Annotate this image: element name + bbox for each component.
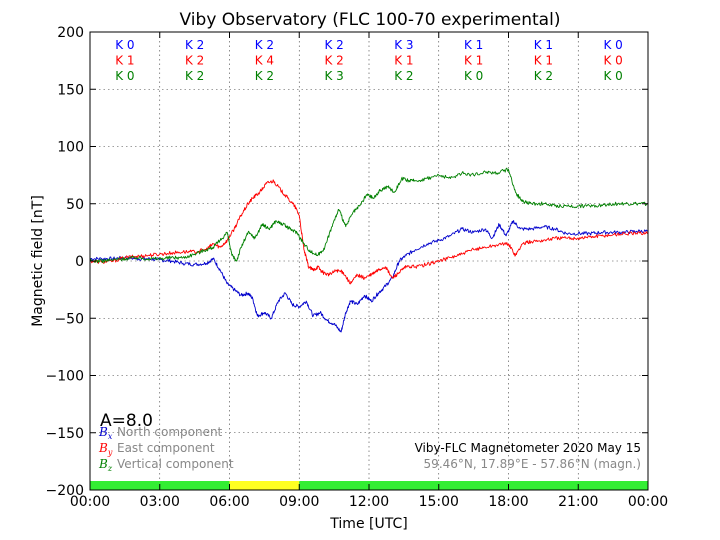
instrument-label: Viby-FLC Magnetometer 2020 May 15 bbox=[415, 441, 641, 455]
x-tick-label: 12:00 bbox=[349, 494, 389, 510]
k-index-label: K 2 bbox=[185, 54, 204, 68]
k-index-label: K 2 bbox=[324, 54, 343, 68]
k-index-label: K 0 bbox=[603, 38, 622, 52]
y-tick-label: 0 bbox=[75, 254, 84, 270]
k-index-label: K 0 bbox=[464, 69, 483, 83]
k-index-label: K 2 bbox=[255, 69, 274, 83]
k-index-label: K 1 bbox=[534, 38, 553, 52]
series-lines bbox=[89, 167, 649, 333]
location-label: 59.46°N, 17.89°E - 57.86°N (magn.) bbox=[424, 457, 641, 471]
x-tick-label: 00:00 bbox=[628, 494, 668, 510]
k-index-label: K 0 bbox=[603, 69, 622, 83]
k-index-label: K 2 bbox=[255, 38, 274, 52]
x-tick-label: 03:00 bbox=[140, 494, 180, 510]
x-tick-label: 06:00 bbox=[209, 494, 249, 510]
legend-label: East component bbox=[117, 441, 215, 455]
legend-symbol: Bx bbox=[98, 425, 113, 441]
x-tick-label: 00:00 bbox=[70, 494, 110, 510]
chart-title: Viby Observatory (FLC 100-70 experimenta… bbox=[180, 10, 561, 30]
legend: Bx North component By East component Bz Verti… bbox=[98, 425, 234, 473]
y-tick-label: 100 bbox=[57, 140, 84, 156]
x-tick-label: 15:00 bbox=[419, 494, 459, 510]
x-axis-label: Time [UTC] bbox=[329, 516, 407, 532]
series-line bbox=[89, 167, 649, 264]
k-index-label: K 0 bbox=[115, 38, 134, 52]
k-index-label: K 2 bbox=[185, 38, 204, 52]
k-index-label: K 0 bbox=[115, 69, 134, 83]
x-tick-label: 21:00 bbox=[558, 494, 598, 510]
k-index-label: K 2 bbox=[534, 69, 553, 83]
x-tick-label: 18:00 bbox=[488, 494, 528, 510]
k-index-label: K 1 bbox=[394, 54, 413, 68]
activity-segment bbox=[299, 481, 648, 490]
y-tick-label: 50 bbox=[66, 197, 84, 213]
series-line bbox=[89, 220, 649, 333]
y-axis: 200 150 100 50 0 −50 −100 −150 −200 bbox=[46, 25, 648, 499]
legend-label: Vertical component bbox=[117, 457, 234, 471]
grid bbox=[90, 32, 648, 490]
k-index-label: K 0 bbox=[603, 54, 622, 68]
y-tick-label: 150 bbox=[57, 82, 84, 98]
y-tick-label: 200 bbox=[57, 25, 84, 41]
y-tick-label: −50 bbox=[54, 311, 84, 327]
legend-label: North component bbox=[117, 425, 223, 439]
y-axis-label: Magnetic field [nT] bbox=[30, 195, 46, 327]
k-index-label: K 1 bbox=[464, 38, 483, 52]
k-index-label: K 1 bbox=[115, 54, 134, 68]
k-index-label: K 1 bbox=[464, 54, 483, 68]
k-index-label: K 2 bbox=[324, 38, 343, 52]
k-index-label: K 4 bbox=[255, 54, 274, 68]
a-index-label: A=8.0 bbox=[100, 411, 153, 431]
y-tick-label: −100 bbox=[46, 369, 84, 385]
series-line bbox=[89, 179, 649, 285]
x-axis: 00:00 03:00 06:00 09:00 12:00 15:00 18:00 21:00… bbox=[70, 32, 668, 510]
legend-symbol: Bz bbox=[98, 457, 113, 473]
k-index-label: K 2 bbox=[394, 69, 413, 83]
x-tick-label: 09:00 bbox=[279, 494, 319, 510]
k-index-label: K 3 bbox=[394, 38, 413, 52]
k-index-label: K 3 bbox=[324, 69, 343, 83]
k-index-label: K 1 bbox=[534, 54, 553, 68]
activity-segment bbox=[229, 481, 300, 490]
y-tick-label: −200 bbox=[46, 483, 84, 499]
y-tick-label: −150 bbox=[46, 426, 84, 442]
k-index-label: K 2 bbox=[185, 69, 204, 83]
legend-symbol: By bbox=[98, 441, 113, 457]
